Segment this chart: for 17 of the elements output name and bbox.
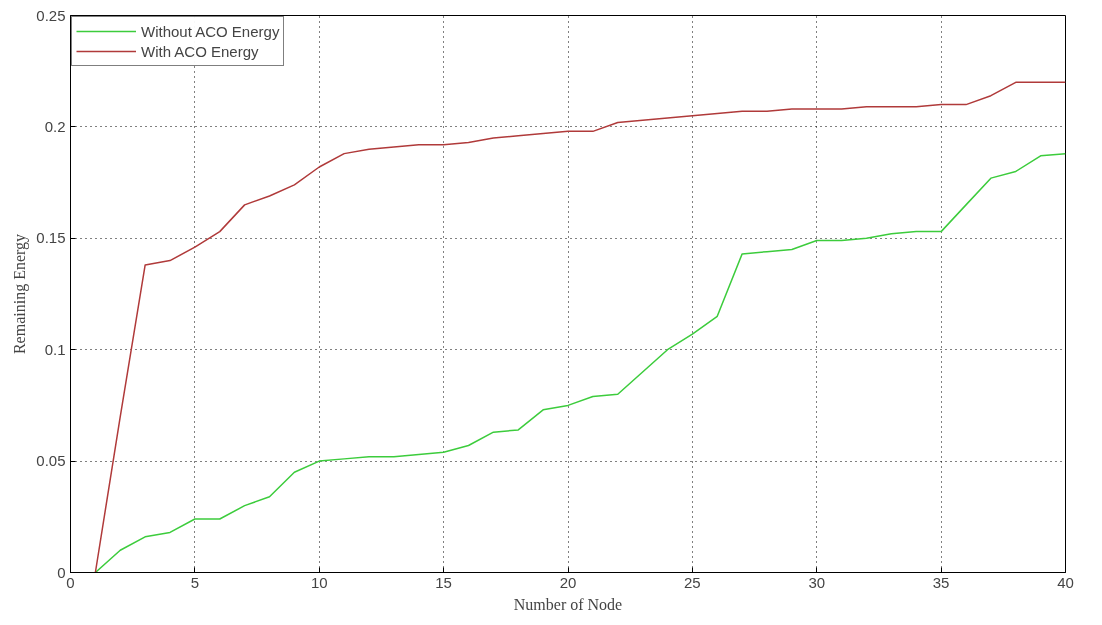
x-tick-label: 25 [684, 573, 701, 591]
y-tick-label: 0.15 [36, 229, 66, 247]
x-tick-label: 15 [435, 573, 452, 591]
x-tick-label: 10 [310, 573, 328, 591]
x-tick-label: 30 [808, 573, 826, 591]
x-axis-title: Number of Node [513, 595, 623, 613]
x-tick-label: 20 [559, 573, 577, 591]
legend-label: Without ACO Energy [141, 22, 280, 40]
y-axis-title: Remaining Energy [11, 233, 30, 355]
y-tick-label: 0.05 [36, 452, 66, 470]
y-tick-label: 0.1 [44, 340, 66, 358]
y-tick-label: 0.2 [44, 117, 66, 135]
x-tick-label: 40 [1057, 573, 1074, 591]
x-tick-label: 35 [932, 573, 950, 591]
x-tick-label: 5 [190, 573, 200, 591]
y-tick-label: 0.25 [36, 6, 66, 24]
legend-label: With ACO Energy [141, 42, 259, 60]
